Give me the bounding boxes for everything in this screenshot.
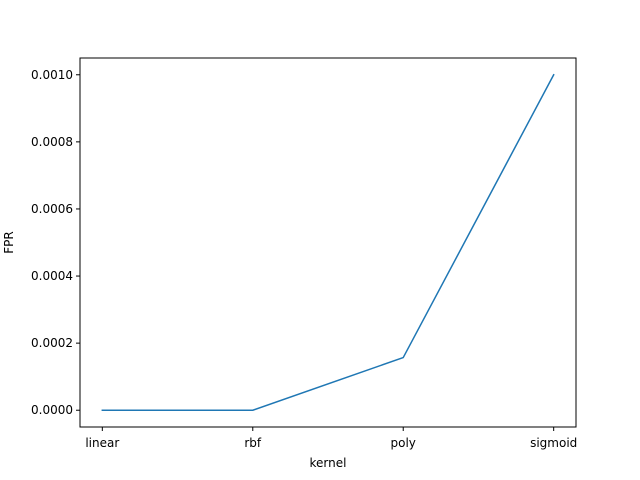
y-tick-label: 0.0006 [31, 202, 73, 216]
plot-marks [101, 73, 555, 411]
y-tick-label: 0.0004 [31, 269, 73, 283]
y-tick-label: 0.0010 [31, 68, 73, 82]
x-tick-label: linear [85, 436, 119, 450]
plot-frame [79, 57, 577, 428]
x-axis-label: kernel [310, 456, 347, 470]
y-axis-ticks: 0.0000 0.0002 0.0004 0.0006 0.0008 0.0010 [31, 68, 80, 417]
y-tick-label: 0.0000 [31, 403, 73, 417]
x-tick-label: sigmoid [530, 436, 577, 450]
series-line [101, 73, 555, 411]
x-axis-ticks: linear rbf poly sigmoid [85, 427, 577, 450]
y-tick-label: 0.0002 [31, 336, 73, 350]
y-tick-label: 0.0008 [31, 135, 73, 149]
x-tick-label: poly [391, 436, 416, 450]
y-axis-label: FPR [2, 231, 16, 253]
x-tick-label: rbf [244, 436, 262, 450]
